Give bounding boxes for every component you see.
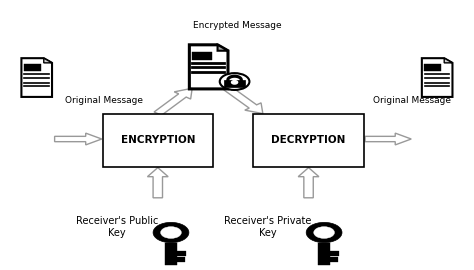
Polygon shape <box>444 58 453 63</box>
Circle shape <box>153 222 189 243</box>
Polygon shape <box>24 64 41 71</box>
Text: DECRYPTION: DECRYPTION <box>271 135 346 145</box>
Text: Original Message: Original Message <box>65 96 143 105</box>
Circle shape <box>161 227 182 238</box>
Text: Encrypted Message: Encrypted Message <box>192 21 281 30</box>
Polygon shape <box>298 168 319 198</box>
Polygon shape <box>55 133 102 145</box>
Circle shape <box>220 73 249 90</box>
Polygon shape <box>177 251 186 256</box>
Polygon shape <box>224 80 246 87</box>
Polygon shape <box>218 45 228 51</box>
Polygon shape <box>147 168 168 198</box>
Polygon shape <box>330 251 339 256</box>
Text: Original Message: Original Message <box>373 96 451 105</box>
Polygon shape <box>319 243 330 265</box>
Circle shape <box>231 80 237 84</box>
Text: Receiver's Private
Key: Receiver's Private Key <box>224 216 311 238</box>
Text: ENCRYPTION: ENCRYPTION <box>120 135 195 145</box>
Circle shape <box>314 227 335 238</box>
Polygon shape <box>177 258 184 262</box>
FancyBboxPatch shape <box>254 114 364 167</box>
Circle shape <box>306 222 342 243</box>
Polygon shape <box>165 243 177 265</box>
Polygon shape <box>44 58 52 63</box>
Polygon shape <box>224 87 263 114</box>
Polygon shape <box>424 64 441 71</box>
Polygon shape <box>330 258 337 262</box>
Polygon shape <box>191 52 212 60</box>
Text: Receiver's Public
Key: Receiver's Public Key <box>76 216 158 238</box>
Polygon shape <box>365 133 411 145</box>
FancyBboxPatch shape <box>103 114 213 167</box>
Polygon shape <box>154 88 192 115</box>
